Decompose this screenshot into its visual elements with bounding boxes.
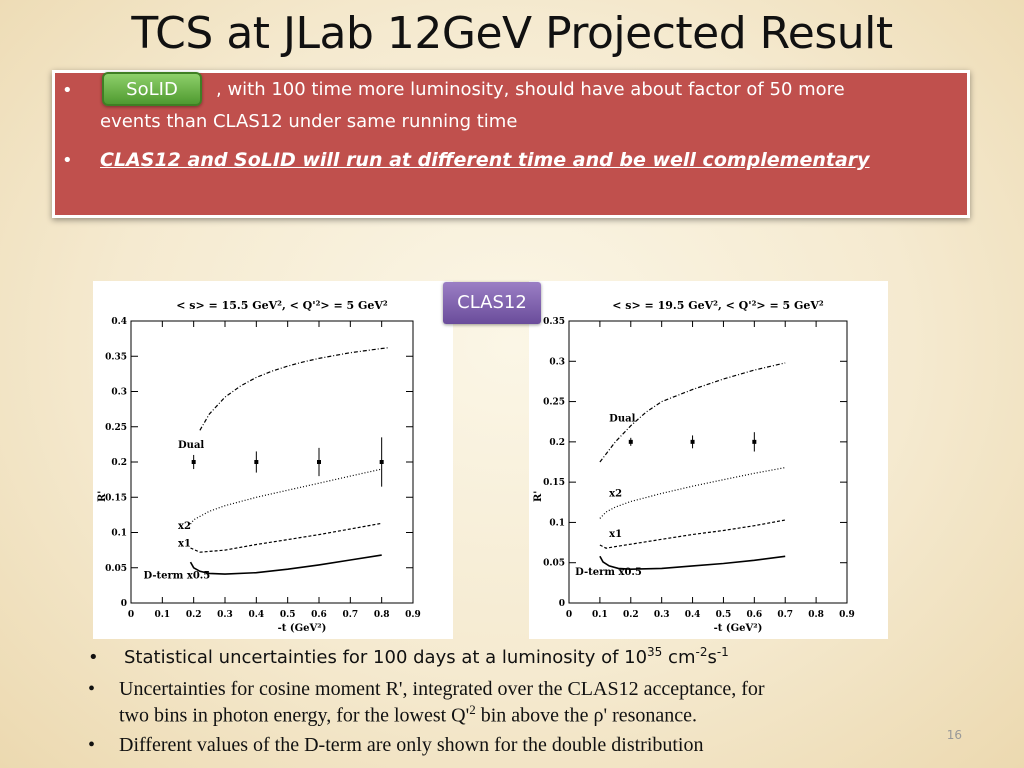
series-label: Dual (609, 414, 635, 425)
y-tick-label: 0.2 (549, 438, 565, 448)
data-point (317, 460, 321, 464)
plot-frame (130, 320, 414, 604)
y-tick-label: 0 (121, 599, 127, 609)
chart-title: < s> = 19.5 GeV², < Q'²> = 5 GeV² (612, 299, 824, 312)
y-tick-label: 0.15 (543, 478, 565, 488)
x-tick-label: 0.1 (154, 610, 170, 620)
chart-left: < s> = 15.5 GeV², < Q'²> = 5 GeV² 0 0.1 0.2… (97, 299, 421, 634)
series-d-term-x0-5 (189, 554, 382, 575)
chart-right: < s> = 19.5 GeV², < Q'²> = 5 GeV² 0 0.1 0.2… (533, 299, 855, 634)
bullet-marker: • (62, 150, 73, 171)
x-tick-label: 0.4 (248, 610, 264, 620)
x-tick-label: 0.9 (839, 610, 855, 620)
bullet2-text: CLAS12 and SoLID will run at different t… (100, 149, 870, 171)
y-tick-label: 0.15 (105, 493, 127, 503)
x-tick-label: 0 (128, 610, 134, 620)
chart-right-panel: < s> = 19.5 GeV², < Q'²> = 5 GeV² 0 0.1 0.2… (529, 281, 888, 639)
x-tick-label: 0.3 (654, 610, 670, 620)
x-tick-label: 0.5 (280, 610, 296, 620)
bullet1-text-line1: , with 100 time more luminosity, should … (216, 79, 845, 100)
y-tick-label: 0.25 (543, 398, 565, 408)
bottom-bullet-1: Statistical uncertainties for 100 days a… (124, 645, 729, 668)
y-tick-label: 0.2 (111, 458, 127, 468)
y-axis-label: R' (97, 491, 108, 502)
series-x1 (190, 522, 382, 553)
y-tick-label: 0.4 (111, 317, 127, 327)
solid-button[interactable]: SoLID (102, 72, 202, 106)
series-label: x1 (609, 529, 622, 540)
bottom-bullet-3: Different values of the D-term are only … (119, 734, 704, 756)
data-point (379, 460, 384, 464)
x-tick-label: 0.7 (777, 610, 793, 620)
x-tick-label: 0.7 (342, 610, 358, 620)
y-tick-label: 0.25 (105, 423, 127, 433)
x-tick-label: 0.2 (186, 610, 202, 620)
series-x2 (599, 467, 786, 519)
page-number: 16 (946, 728, 962, 742)
y-tick-label: 0.05 (105, 564, 127, 574)
x-tick-label: 0 (566, 610, 572, 620)
y-tick-label: 0.3 (111, 388, 127, 398)
clas12-badge[interactable]: CLAS12 (443, 282, 541, 324)
series-label: D-term x0.5 (144, 570, 211, 581)
y-tick-label: 0.35 (105, 352, 127, 362)
series-label: Dual (178, 440, 204, 451)
bottom-bullet-2-line1: Uncertainties for cosine moment R', inte… (119, 678, 765, 700)
bullet-marker: • (62, 80, 73, 101)
y-tick-label: 0.05 (543, 559, 565, 569)
x-axis-label: -t (GeV²) (714, 623, 763, 634)
series-label: x1 (178, 539, 191, 550)
y-tick-label: 0.1 (549, 518, 565, 528)
data-point (254, 460, 259, 464)
plot-frame (568, 320, 848, 604)
x-tick-label: 0.2 (623, 610, 639, 620)
x-tick-label: 0.8 (374, 610, 390, 620)
x-tick-label: 0.6 (311, 610, 327, 620)
y-axis-label: R' (533, 491, 544, 502)
y-tick-label: 0.1 (111, 529, 127, 539)
y-tick-label: 0.35 (543, 317, 565, 327)
series-label: x2 (178, 521, 191, 532)
data-point (690, 439, 695, 444)
series-dual (599, 362, 786, 463)
series-x1 (599, 519, 786, 549)
data-point (752, 439, 757, 444)
x-tick-label: 0.1 (592, 610, 608, 620)
y-tick-label: 0.3 (549, 357, 565, 367)
data-point (191, 460, 196, 464)
series-d-term-x0-5 (599, 555, 786, 571)
x-axis-label: -t (GeV²) (278, 623, 327, 634)
x-tick-label: 0.3 (217, 610, 233, 620)
x-tick-label: 0.8 (808, 610, 824, 620)
slide-title: TCS at JLab 12GeV Projected Result (131, 8, 893, 59)
bullet-marker: • (88, 678, 96, 700)
series-label: D-term x0.5 (575, 567, 642, 578)
chart-title: < s> = 15.5 GeV², < Q'²> = 5 GeV² (176, 299, 388, 312)
x-tick-label: 0.5 (716, 610, 732, 620)
highlight-box (52, 70, 970, 218)
bottom-bullet-2-line2: two bins in photon energy, for the lowes… (119, 702, 698, 727)
x-tick-label: 0.4 (685, 610, 701, 620)
bullet-marker: • (88, 647, 99, 668)
chart-left-panel: < s> = 15.5 GeV², < Q'²> = 5 GeV² 0 0.1 0.2… (93, 281, 453, 639)
x-tick-label: 0.9 (405, 610, 421, 620)
bullet-marker: • (88, 734, 96, 756)
series-x2 (190, 468, 382, 525)
y-tick-label: 0 (559, 599, 565, 609)
bullet1-text-line2: events than CLAS12 under same running ti… (100, 111, 518, 132)
series-dual (199, 347, 388, 431)
x-tick-label: 0.6 (746, 610, 762, 620)
data-point (628, 439, 633, 444)
series-label: x2 (609, 489, 622, 500)
